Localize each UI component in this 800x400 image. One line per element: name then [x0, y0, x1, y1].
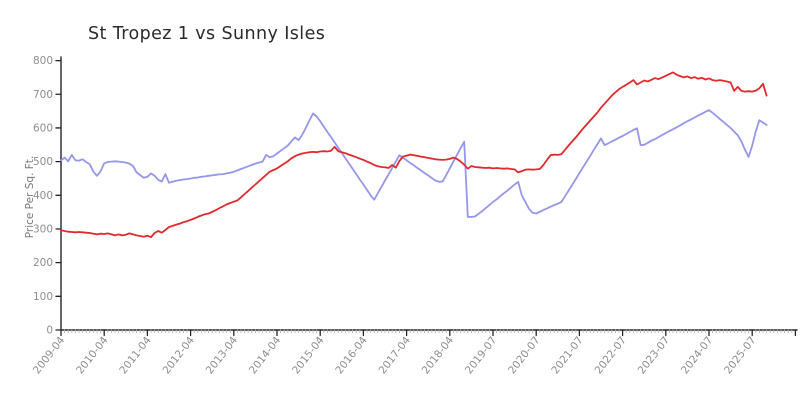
x-tick-label: 2020-07	[506, 334, 542, 376]
x-tick-label: 2010-04	[74, 334, 111, 376]
series-lines	[60, 71, 768, 239]
series-line-st-tropez-1	[60, 109, 768, 218]
x-tick-label: 2022-07	[592, 334, 628, 376]
x-tick-label: 2018-04	[420, 334, 457, 376]
x-tick-label: 2019-07	[463, 334, 499, 376]
x-tick-label: 2015-04	[290, 334, 327, 376]
series-line-sunny-isles	[60, 71, 768, 239]
x-tick-label: 2009-04	[31, 334, 68, 376]
x-tick-label: 2021-07	[549, 334, 585, 376]
x-tick-label: 2025-07	[722, 334, 758, 376]
y-tick-label: 600	[33, 122, 53, 134]
x-tick-label: 2023-07	[636, 334, 672, 376]
y-tick-label: 0	[46, 325, 53, 337]
y-tick-label: 800	[33, 55, 53, 67]
x-tick-label: 2016-04	[333, 334, 370, 376]
y-tick-label: 200	[33, 257, 53, 269]
x-tick-label: 2024-07	[679, 334, 715, 376]
y-tick-label: 400	[33, 190, 53, 202]
x-tick-label: 2013-04	[204, 334, 241, 376]
chart-title: St Tropez 1 vs Sunny Isles	[88, 24, 325, 44]
y-tick-label: 300	[33, 223, 53, 235]
x-tick-label: 2012-04	[160, 334, 197, 376]
y-tick-label: 700	[33, 89, 53, 101]
y-tick-label: 100	[33, 291, 53, 303]
x-tick-label: 2011-04	[117, 334, 154, 376]
y-axis-label: Price Per Sq. Ft.	[24, 156, 36, 239]
x-tick-label: 2014-04	[247, 334, 284, 376]
y-tick-label: 500	[33, 156, 53, 168]
x-tick-label: 2017-04	[376, 334, 413, 376]
